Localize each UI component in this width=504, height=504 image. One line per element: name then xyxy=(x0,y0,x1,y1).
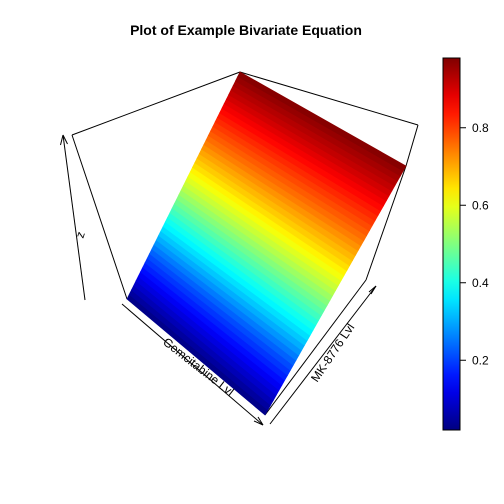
y-axis-arrow-line xyxy=(269,285,377,425)
box-back-top-right xyxy=(239,71,419,126)
surface-bands xyxy=(126,71,407,416)
y-axis-arrowhead xyxy=(368,285,377,295)
box-left-edge xyxy=(71,134,128,300)
y-axis-label: MK-8776 Lvl xyxy=(308,321,357,385)
chart-title: Plot of Example Bivariate Equation xyxy=(130,22,362,38)
colorbar-tick-label: 0.4 xyxy=(472,276,489,290)
plot-box xyxy=(71,71,419,416)
z-axis-label: z xyxy=(73,230,88,240)
z-axis-arrow-line xyxy=(62,134,86,301)
colorbar-tick-label: 0.8 xyxy=(472,121,489,135)
x-axis-arrowhead xyxy=(253,416,264,426)
axis-z: z xyxy=(60,134,88,301)
colorbar-tick-label: 0.2 xyxy=(472,353,489,367)
colorbar: 0.2 0.4 0.6 0.8 xyxy=(442,57,489,431)
colorbar-fill xyxy=(443,58,460,430)
box-right-lower-edge xyxy=(365,165,407,281)
box-right-edge xyxy=(405,124,419,167)
surface-band xyxy=(237,71,407,172)
box-back-top-left xyxy=(71,71,241,136)
z-axis-arrowhead xyxy=(60,134,68,146)
colorbar-ticks: 0.2 0.4 0.6 0.8 xyxy=(460,121,489,367)
colorbar-frame xyxy=(442,57,461,431)
x-axis-arrow-line xyxy=(121,303,264,426)
box-front-bottom-edge xyxy=(264,279,367,416)
colorbar-tick-label: 0.6 xyxy=(472,198,489,212)
